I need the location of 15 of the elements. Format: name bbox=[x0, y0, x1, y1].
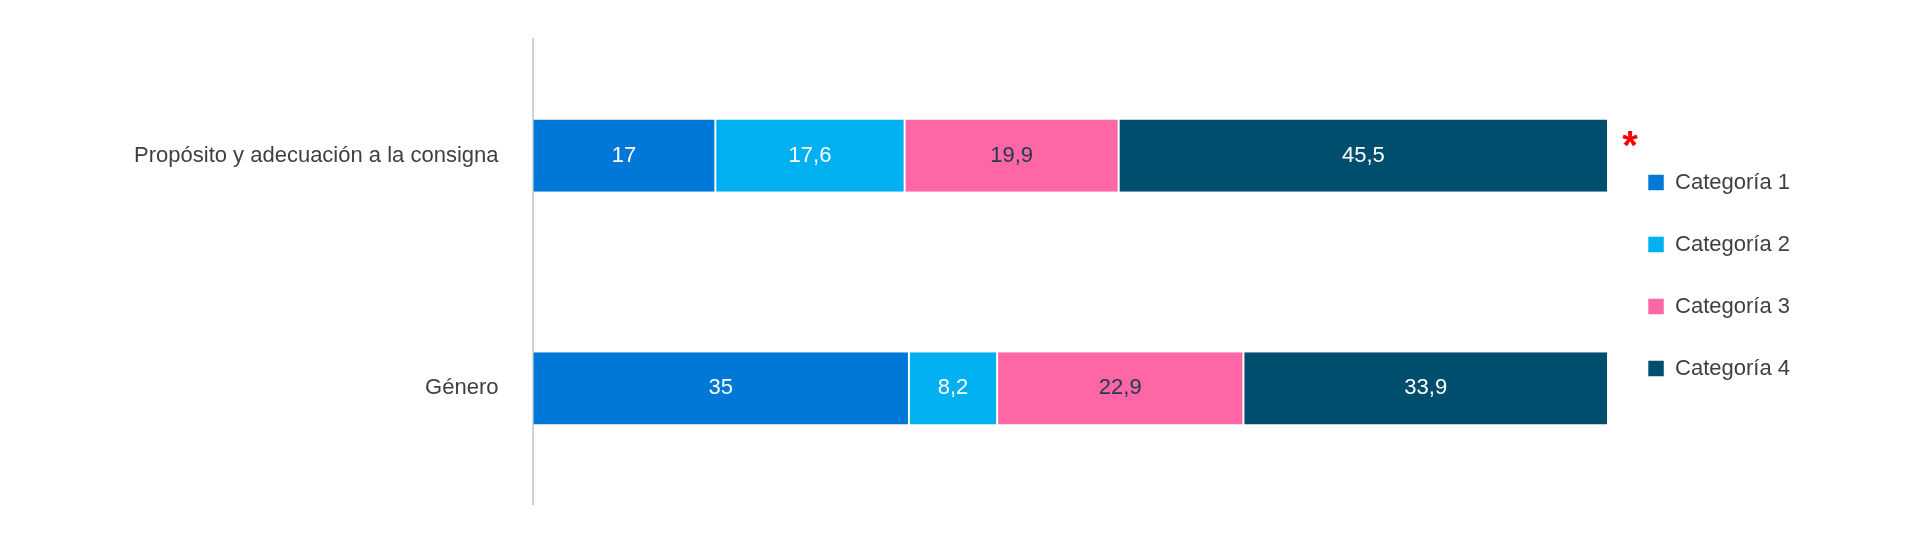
legend-label: Categoría 3 bbox=[1675, 292, 1791, 318]
y-tick-label: Propósito y adecuación a la consigna bbox=[134, 141, 500, 167]
legend-label: Categoría 4 bbox=[1675, 354, 1791, 380]
data-label: 22,9 bbox=[1098, 374, 1142, 400]
data-label: 17,6 bbox=[788, 141, 832, 167]
data-label: 8,2 bbox=[937, 374, 969, 400]
legend-label: Categoría 1 bbox=[1675, 168, 1791, 194]
data-label: 19,9 bbox=[990, 141, 1034, 167]
annotation: * bbox=[1622, 122, 1639, 167]
data-label: 45,5 bbox=[1341, 141, 1385, 167]
y-tick-label: Género bbox=[425, 374, 499, 400]
data-label: 33,9 bbox=[1404, 374, 1448, 400]
data-label: 17 bbox=[611, 141, 637, 167]
legend-label: Categoría 2 bbox=[1675, 230, 1791, 256]
data-label: 35 bbox=[708, 374, 733, 400]
